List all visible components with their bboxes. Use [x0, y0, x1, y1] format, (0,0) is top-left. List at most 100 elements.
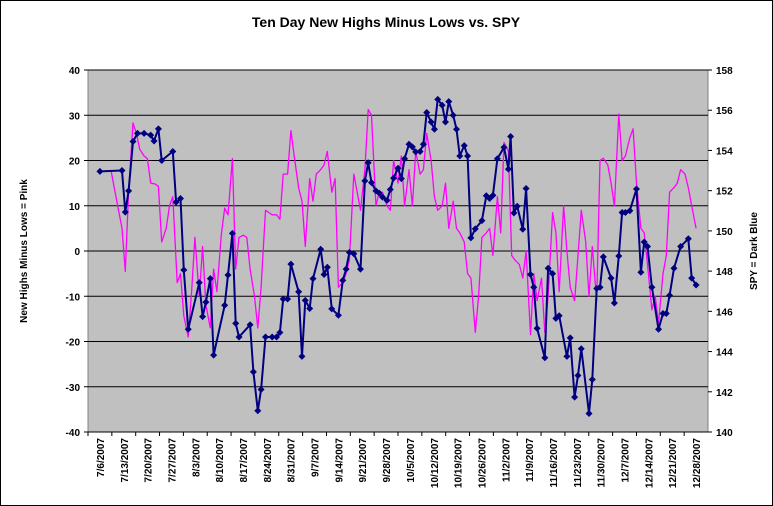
- x-tick-label: 12/28/2007: [692, 438, 703, 488]
- left-tick-label: 20: [69, 157, 81, 168]
- data-point: [154, 125, 162, 133]
- data-point: [626, 207, 634, 215]
- x-tick-label: 11/23/2007: [573, 438, 584, 488]
- left-tick-label: -10: [66, 292, 81, 303]
- right-tick-label: 158: [716, 66, 733, 77]
- x-tick-label: 7/20/2007: [144, 438, 155, 483]
- data-point: [368, 179, 376, 187]
- data-point: [566, 334, 574, 342]
- data-point: [526, 271, 534, 279]
- data-point: [522, 185, 530, 193]
- data-point: [637, 268, 645, 276]
- data-point: [456, 152, 464, 160]
- data-point: [684, 235, 692, 243]
- data-point: [298, 352, 306, 360]
- left-tick-label: 10: [69, 202, 81, 213]
- data-point: [445, 98, 453, 106]
- data-point: [427, 118, 435, 126]
- data-point: [596, 283, 604, 291]
- data-point: [235, 333, 243, 341]
- data-point: [441, 118, 449, 126]
- data-point: [295, 288, 303, 296]
- data-point: [588, 376, 596, 384]
- data-point: [640, 238, 648, 246]
- data-point: [670, 264, 678, 272]
- data-point: [364, 159, 372, 167]
- data-point: [467, 234, 475, 242]
- data-point: [632, 185, 640, 193]
- x-axis: 7/6/2007 7/13/2007 7/20/2007 7/27/2007 8/3/2…: [87, 432, 703, 488]
- data-point: [513, 202, 521, 210]
- data-point: [610, 299, 618, 307]
- x-tick-label: 10/19/2007: [454, 438, 465, 488]
- data-point: [118, 166, 126, 174]
- data-point: [301, 296, 309, 304]
- data-point: [423, 109, 431, 117]
- data-point: [121, 208, 129, 216]
- data-point: [323, 263, 331, 271]
- data-point: [599, 253, 607, 261]
- data-point: [615, 252, 623, 260]
- data-point: [317, 245, 325, 253]
- right-tick-label: 150: [716, 227, 733, 238]
- data-point: [394, 164, 402, 172]
- x-tick-label: 8/17/2007: [239, 438, 250, 483]
- data-point: [379, 193, 387, 201]
- data-point: [644, 242, 652, 250]
- data-point: [361, 177, 369, 185]
- data-point: [232, 319, 240, 327]
- x-tick-label: 8/24/2007: [263, 438, 274, 483]
- data-point: [202, 298, 210, 306]
- data-point: [254, 407, 262, 415]
- right-tick-label: 152: [716, 187, 733, 198]
- data-point: [677, 242, 685, 250]
- data-point: [555, 312, 563, 320]
- data-point: [383, 196, 391, 204]
- data-point: [268, 333, 276, 341]
- right-tick-label: 148: [716, 267, 733, 278]
- data-point: [125, 187, 133, 195]
- right-tick-label: 140: [716, 428, 733, 439]
- data-point: [147, 131, 155, 139]
- data-point: [150, 137, 158, 145]
- data-point: [430, 125, 438, 133]
- data-point: [320, 271, 328, 279]
- data-point: [500, 143, 508, 151]
- data-point: [184, 325, 192, 333]
- data-point: [648, 283, 656, 291]
- data-point: [287, 260, 295, 268]
- x-tick-label: 12/21/2007: [668, 438, 679, 488]
- data-point: [221, 301, 229, 309]
- data-point: [129, 137, 137, 145]
- x-tick-label: 12/14/2007: [644, 438, 655, 488]
- data-point: [460, 142, 468, 150]
- left-tick-label: -40: [66, 428, 81, 439]
- left-tick-label: -30: [66, 383, 81, 394]
- x-tick-label: 10/5/2007: [406, 438, 417, 483]
- x-tick-label: 10/26/2007: [477, 438, 488, 488]
- x-tick-label: 9/28/2007: [382, 438, 393, 483]
- right-axis: 158 156 154 152 150 148 146 144 142 140: [708, 66, 733, 439]
- series: [96, 95, 700, 417]
- data-point: [246, 321, 254, 329]
- x-tick-label: 11/16/2007: [549, 438, 560, 488]
- x-tick-label: 7/6/2007: [96, 438, 107, 477]
- data-point: [464, 152, 472, 160]
- data-point: [577, 345, 585, 353]
- data-point: [276, 328, 284, 336]
- left-axis: 40 30 20 10 0 -10 -20 -30 -40: [66, 66, 88, 439]
- data-point: [279, 295, 287, 303]
- left-tick-label: -20: [66, 338, 81, 349]
- data-point: [504, 165, 512, 173]
- data-point: [607, 274, 615, 282]
- data-point: [666, 291, 674, 299]
- left-tick-label: 40: [69, 66, 81, 77]
- data-point: [471, 225, 479, 233]
- x-tick-label: 8/3/2007: [191, 438, 202, 477]
- right-tick-label: 156: [716, 106, 733, 117]
- data-point: [489, 191, 497, 199]
- left-tick-label: 0: [74, 247, 80, 258]
- x-tick-label: 9/14/2007: [334, 438, 345, 483]
- data-point: [563, 352, 571, 360]
- data-point: [339, 276, 347, 284]
